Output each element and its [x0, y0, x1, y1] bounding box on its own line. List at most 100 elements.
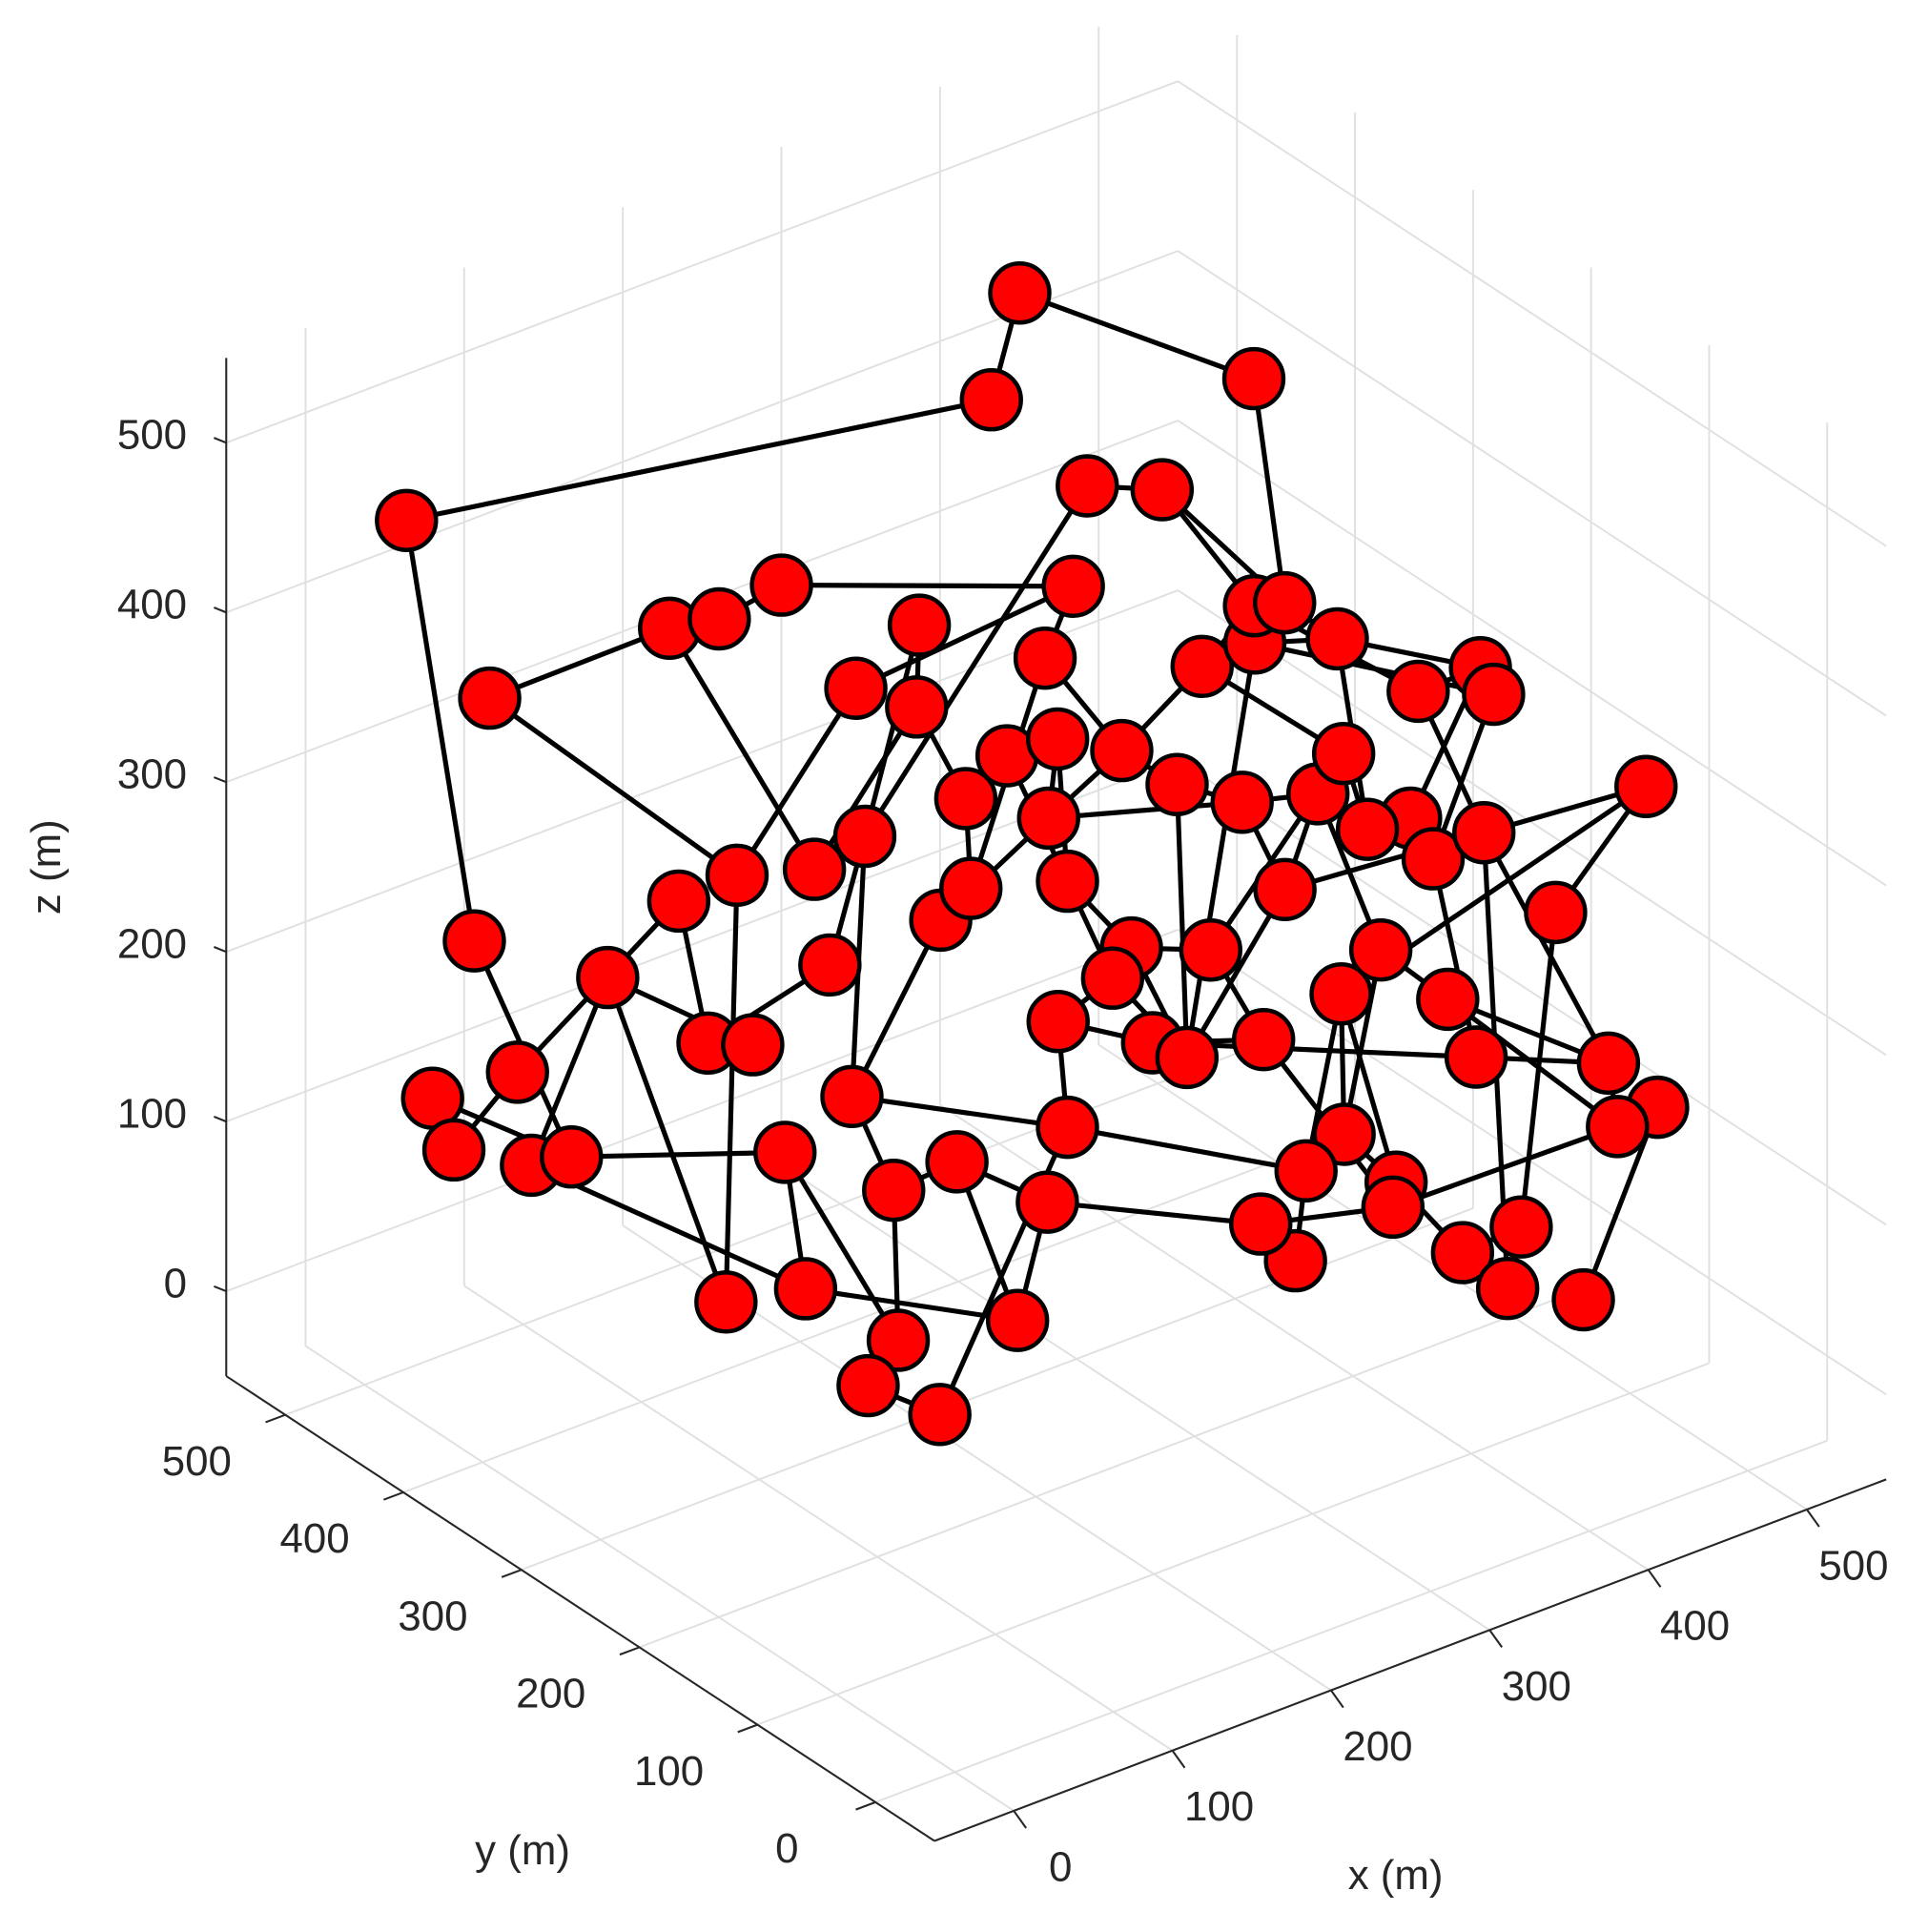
node [1221, 346, 1286, 411]
node [421, 1118, 486, 1182]
z-tick [213, 606, 227, 614]
x-tick-label: 400 [1660, 1603, 1730, 1650]
node [1015, 1170, 1079, 1234]
x-tick-label: 100 [1184, 1783, 1254, 1830]
node [1090, 718, 1154, 783]
x-tick-label: 200 [1343, 1723, 1412, 1770]
y-tick-label: 300 [398, 1593, 467, 1639]
y-tick-label: 0 [775, 1825, 798, 1872]
node [1130, 458, 1195, 522]
z-tick-label: 500 [117, 412, 187, 459]
grid-line [874, 1439, 1828, 1803]
edge [723, 874, 740, 1303]
edge [783, 1151, 901, 1342]
x-tick [1488, 1629, 1504, 1649]
node [887, 593, 952, 657]
edge [1048, 799, 1242, 821]
node [721, 1013, 785, 1077]
node [1614, 754, 1678, 818]
edge [528, 976, 610, 1166]
node [1036, 849, 1099, 914]
node [1179, 918, 1242, 982]
edge [1430, 858, 1479, 1058]
node [832, 804, 897, 869]
node [1416, 967, 1480, 1032]
node [1232, 1007, 1296, 1072]
z-tick [213, 946, 227, 954]
node [908, 1383, 972, 1447]
node [1586, 1095, 1650, 1159]
node [1475, 1256, 1540, 1321]
edge [571, 1149, 786, 1160]
z-tick [213, 1285, 227, 1293]
edge [488, 695, 739, 877]
node [1305, 606, 1369, 671]
node [820, 1064, 884, 1129]
grid-line [225, 929, 1179, 1292]
node [1311, 721, 1376, 786]
node [885, 675, 949, 739]
grid-line [1177, 420, 1887, 887]
y-tick [855, 1800, 876, 1811]
x-tick [1013, 1810, 1027, 1829]
grid-line [463, 1285, 1174, 1752]
node [1386, 659, 1450, 724]
x-tick [1806, 1509, 1820, 1528]
grid-line [1177, 589, 1887, 1057]
node [1361, 1175, 1425, 1240]
grid-line [304, 1345, 1015, 1812]
edge [667, 627, 817, 871]
node [1309, 962, 1373, 1026]
y-axis-line [225, 1375, 935, 1842]
edge [862, 624, 922, 837]
node [866, 1308, 931, 1372]
node [782, 837, 847, 901]
z-tick-label: 0 [164, 1261, 187, 1307]
y-tick [619, 1646, 640, 1656]
z-tick-label: 200 [117, 921, 187, 968]
x-axis-line [933, 1478, 1887, 1842]
y-tick [265, 1413, 286, 1424]
grid-line [1177, 250, 1887, 717]
node [753, 1120, 817, 1184]
node [862, 1158, 926, 1223]
x-tick [1330, 1689, 1344, 1709]
edge [1174, 784, 1190, 1058]
node [824, 656, 888, 720]
z-tick [213, 437, 227, 444]
grid-line [780, 1164, 1490, 1632]
node [985, 1288, 1050, 1352]
y-tick [737, 1723, 758, 1734]
edge [1184, 642, 1258, 1058]
node [576, 945, 640, 1010]
node [1462, 662, 1526, 727]
edge [405, 397, 993, 524]
z-tick [213, 776, 227, 784]
node [1576, 1031, 1641, 1096]
edge [734, 687, 858, 877]
node [646, 869, 711, 934]
y-tick [382, 1490, 404, 1501]
z-tick [213, 1116, 227, 1123]
node [1312, 1102, 1376, 1166]
y-tick-label: 400 [280, 1515, 350, 1562]
x-tick-label: 500 [1818, 1542, 1888, 1589]
node [959, 368, 1023, 432]
node [1253, 857, 1317, 922]
node-layer [375, 261, 1690, 1447]
edge [851, 1094, 1068, 1130]
node [798, 933, 862, 997]
y-tick-label: 200 [516, 1671, 585, 1717]
z-tick-label: 400 [117, 582, 187, 628]
edge [1391, 1123, 1619, 1210]
node [442, 909, 506, 973]
edge [1067, 1124, 1307, 1174]
node [1524, 880, 1588, 945]
edge [488, 626, 671, 701]
node [836, 1353, 900, 1418]
x-axis-label: x (m) [1348, 1852, 1444, 1899]
y-tick-label: 100 [634, 1748, 704, 1795]
y-tick-label: 500 [162, 1438, 232, 1485]
node [375, 488, 439, 552]
